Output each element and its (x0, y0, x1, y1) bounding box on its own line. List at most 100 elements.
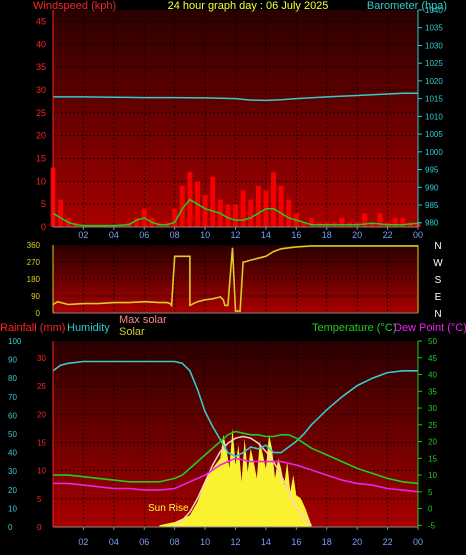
windspeed-bar (240, 190, 246, 227)
baro-y-tick-label: 1005 (425, 130, 443, 139)
sunrise-label: Sun Rise (148, 503, 189, 514)
windspeed-bar (255, 185, 261, 227)
humidity-y-tick-label: 50 (8, 430, 17, 439)
humidity-line (52, 360, 418, 458)
wind-x-tick-label: 20 (352, 230, 362, 240)
baro-y-tick-label: 980 (425, 219, 439, 228)
temp-x-tick-label: 00 (413, 537, 423, 547)
dir-compass-label: E (435, 292, 442, 303)
humidity-y-tick-label: 80 (8, 374, 17, 383)
solar-legend: Solar (119, 326, 145, 338)
windspeed-bar (58, 199, 64, 227)
temp-y-tick-label: 10 (428, 471, 437, 480)
rain-y-tick-label: 20 (37, 410, 46, 419)
temp-y-tick-label: 15 (428, 454, 437, 463)
windspeed-bar (271, 172, 277, 227)
temp-y-tick-label: 30 (428, 404, 437, 413)
temperature-line (53, 430, 419, 485)
temp-y-tick-label: 45 (428, 354, 437, 363)
windspeed-bar (392, 217, 398, 227)
wind-x-tick-label: 00 (413, 230, 423, 240)
dir-y-tick-label: 360 (27, 241, 41, 250)
wind-y-tick-label: 0 (41, 222, 46, 232)
rainfall-axis-title: Rainfall (mm) (0, 322, 65, 334)
wind-y-tick-label: 30 (36, 85, 46, 95)
temp-y-tick-label: 25 (428, 421, 437, 430)
dir-compass-label: W (433, 258, 443, 269)
windspeed-bar (339, 217, 345, 227)
max-solar-legend: Max solar (119, 314, 167, 326)
rain-y-tick-label: 5 (37, 495, 42, 504)
wind-y-tick-label: 5 (41, 199, 46, 209)
windspeed-bar (172, 208, 178, 227)
humidity-axis-title: Humidity (67, 322, 110, 334)
humidity-y-tick-label: 90 (8, 356, 17, 365)
rain-y-tick-label: 0 (37, 523, 42, 532)
temp-x-tick-label: 12 (230, 537, 240, 547)
dir-compass-label: N (434, 241, 441, 252)
chart-title: 24 hour graph day : 06 July 2025 (168, 0, 329, 12)
temp-x-tick-label: 16 (291, 537, 301, 547)
dewpoint-line (53, 457, 419, 493)
windspeed-bar (233, 204, 238, 227)
windspeed-axis-title: Windspeed (kph) (33, 0, 116, 12)
temp-x-tick-label: 04 (109, 537, 119, 547)
windspeed-bar (202, 195, 208, 227)
dir-y-tick-label: 0 (36, 309, 41, 318)
windspeed-bar (309, 217, 315, 227)
windspeed-bar (377, 213, 383, 227)
wind-x-tick-label: 22 (383, 230, 393, 240)
wind-x-tick-label: 16 (291, 230, 301, 240)
dir-y-tick-label: 180 (27, 275, 41, 284)
dir-y-tick-label: 270 (27, 258, 41, 267)
wind-y-tick-label: 20 (36, 131, 46, 141)
dir-y-tick-label: 90 (31, 292, 40, 301)
wind-average-line (52, 198, 419, 227)
baro-y-tick-label: 1035 (425, 24, 443, 33)
temp-y-tick-label: 5 (428, 488, 433, 497)
temp-x-tick-label: 14 (261, 537, 271, 547)
temperature-axis-title: Temperature (°C) (312, 322, 396, 334)
barometer-line (53, 92, 418, 102)
wind-x-tick-label: 10 (200, 230, 210, 240)
temp-y-tick-label: -5 (428, 521, 436, 530)
rain-y-tick-label: 30 (37, 354, 46, 363)
wind-x-tick-label: 18 (322, 230, 332, 240)
max-solar-line (174, 435, 312, 526)
humidity-y-tick-label: 0 (8, 523, 13, 532)
windspeed-bar (248, 199, 254, 227)
temp-x-tick-label: 20 (352, 537, 362, 547)
temp-y-tick-label: 40 (428, 371, 437, 380)
baro-y-tick-label: 995 (425, 166, 439, 175)
temp-y-tick-label: 35 (428, 387, 437, 396)
windspeed-bar (118, 225, 124, 227)
windspeed-bar (225, 204, 231, 227)
rain-y-tick-label: 15 (37, 438, 46, 447)
baro-y-tick-label: 1030 (425, 41, 443, 50)
rain-y-tick-label: 10 (37, 467, 46, 476)
baro-y-tick-label: 1015 (425, 95, 443, 104)
windspeed-bar (134, 217, 140, 227)
humidity-y-tick-label: 10 (8, 504, 17, 513)
windspeed-bar (301, 222, 307, 227)
wind-y-tick-label: 10 (36, 176, 46, 186)
rain-y-tick-label: 25 (37, 382, 46, 391)
windspeed-bar (369, 222, 375, 227)
dir-compass-label: N (434, 309, 441, 320)
windspeed-bar (362, 213, 368, 227)
temp-x-tick-label: 10 (200, 537, 210, 547)
solar-area (159, 428, 312, 527)
humidity-y-tick-label: 70 (8, 393, 17, 402)
wind-x-tick-label: 02 (78, 230, 88, 240)
humidity-y-tick-label: 100 (8, 337, 22, 346)
temp-y-tick-label: 0 (428, 505, 433, 514)
wind-direction-line (52, 245, 418, 312)
wind-y-tick-label: 25 (36, 108, 46, 118)
baro-y-tick-label: 1025 (425, 59, 443, 68)
humidity-y-tick-label: 20 (8, 486, 17, 495)
windspeed-bar (278, 185, 284, 227)
humidity-y-tick-label: 30 (8, 467, 17, 476)
dir-compass-label: S (435, 275, 442, 286)
temp-x-tick-label: 06 (139, 537, 149, 547)
